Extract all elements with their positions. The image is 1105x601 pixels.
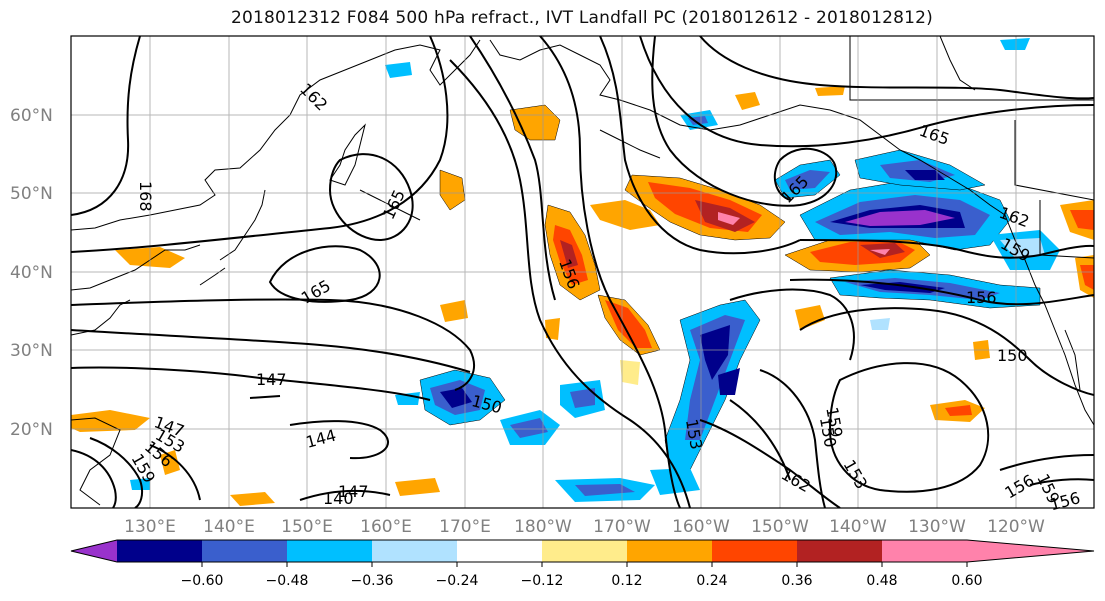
map-title: 2018012312 F084 500 hPa refract., IVT La… xyxy=(230,8,933,28)
filled-anomaly-regions xyxy=(71,38,1094,506)
contour-label: 147 xyxy=(338,482,369,501)
colorbar-segment xyxy=(117,540,202,562)
map-frame xyxy=(70,35,1095,509)
colorbar-tick-label: 0.48 xyxy=(866,573,897,589)
colorbar-min-extension xyxy=(71,540,117,562)
refractivity-contours xyxy=(71,36,1094,508)
lat-label: 60°N xyxy=(10,106,53,126)
colorbar-tick-label: −0.48 xyxy=(266,573,309,589)
lon-label: 170°E xyxy=(439,517,491,537)
colorbar-segment xyxy=(372,540,457,562)
graticule xyxy=(71,36,1094,508)
north-america-coastline xyxy=(1004,214,1094,426)
lon-label: 160°W xyxy=(672,517,730,537)
colorbar-segment xyxy=(627,540,712,562)
lon-label: 140°E xyxy=(203,517,255,537)
lat-label: 50°N xyxy=(10,184,53,204)
colorbar-segment xyxy=(712,540,797,562)
colorbar-tick-label: 0.12 xyxy=(611,573,642,589)
lon-label: 180°W xyxy=(514,517,572,537)
japan-coastline xyxy=(219,189,266,261)
longitude-labels: 130°E 140°E 150°E 160°E 170°E 180°W 170°… xyxy=(124,517,1045,537)
lat-label: 20°N xyxy=(10,420,53,440)
colorbar-segment xyxy=(202,540,287,562)
colorbar-segment xyxy=(287,540,372,562)
colorbar-max-extension xyxy=(967,540,1094,562)
colorbar-tick-label: −0.24 xyxy=(436,573,479,589)
colorbar-tick-label: −0.36 xyxy=(351,573,394,589)
lon-label: 150°E xyxy=(281,517,333,537)
colorbar-tick-label: 0.36 xyxy=(781,573,812,589)
colorbar-segment xyxy=(457,540,542,562)
lat-label: 30°N xyxy=(10,341,53,361)
lon-label: 160°E xyxy=(360,517,412,537)
contour-label: 140 xyxy=(323,489,354,508)
colorbar: −0.60 −0.48 −0.36 −0.24 −0.12 0.12 0.24 … xyxy=(70,539,1095,589)
colorbar-tick-label: −0.12 xyxy=(521,573,564,589)
contour-label: 156 xyxy=(966,288,997,307)
colorbar-tick-label: −0.60 xyxy=(181,573,224,589)
contour-label: 150 xyxy=(997,346,1028,365)
lon-label: 120°W xyxy=(987,517,1045,537)
lon-label: 130°W xyxy=(908,517,966,537)
lon-label: 140°W xyxy=(829,517,887,537)
lon-label: 130°E xyxy=(124,517,176,537)
colorbar-outline xyxy=(70,539,1095,563)
latitude-labels: 60°N 50°N 40°N 30°N 20°N xyxy=(10,106,53,440)
colorbar-tick-label: 0.60 xyxy=(951,573,982,589)
lon-label: 170°W xyxy=(593,517,651,537)
colorbar-segment xyxy=(882,540,967,562)
lat-label: 40°N xyxy=(10,263,53,283)
colorbar-segment xyxy=(542,540,627,562)
colorbar-segment xyxy=(797,540,882,562)
lon-label: 150°W xyxy=(751,517,809,537)
colorbar-ticks xyxy=(201,562,968,567)
contour-label: 147 xyxy=(256,370,287,389)
colorbar-tick-label: 0.24 xyxy=(696,573,727,589)
contour-label: 168 xyxy=(136,181,155,212)
